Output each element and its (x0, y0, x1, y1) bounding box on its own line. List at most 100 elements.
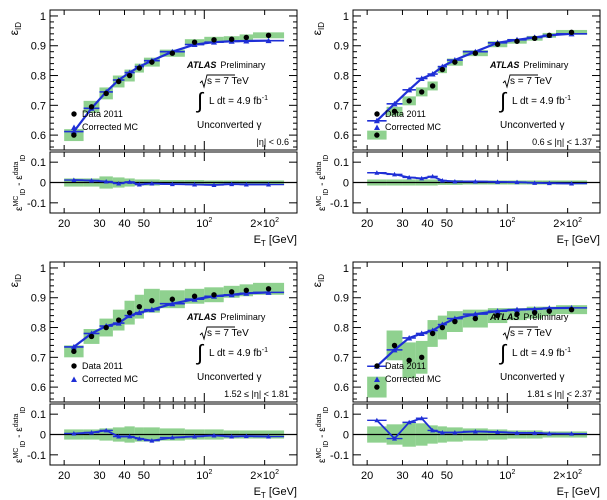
legend-mc-marker (374, 376, 380, 382)
diff-point (149, 181, 155, 186)
diff-point (419, 175, 425, 181)
y-axis-label: εID (310, 22, 326, 36)
mc-point (70, 343, 77, 350)
diff-point (149, 438, 155, 443)
data-point (406, 357, 412, 363)
data-point (531, 35, 538, 41)
sqrt-s-label: s = 7 TeV (510, 76, 552, 87)
y-tick-label: 0.8 (31, 323, 46, 335)
x-tick-label-100: 102 (196, 217, 212, 230)
eta-range-label: 1.52 ≤ |η| < 1.81 (224, 389, 289, 399)
y-tick-label: 0.7 (31, 352, 46, 364)
mc-point (265, 37, 272, 44)
diff-point (192, 182, 198, 187)
diff-point (439, 429, 445, 435)
mc-point (373, 117, 380, 124)
luminosity-label: L dt = 4.9 fb-1 (209, 347, 268, 359)
atlas-label: ATLAS Preliminary (186, 312, 266, 322)
data-point (568, 29, 575, 36)
diff-point (127, 434, 133, 439)
x-tick-label: 50 (441, 470, 453, 482)
sqrt-symbol (502, 326, 538, 341)
diff-point (439, 177, 445, 183)
mc-point (228, 291, 235, 298)
diff-point (136, 182, 142, 187)
y-axis-label: εID (310, 274, 326, 288)
diff-point (546, 430, 552, 436)
data-point (169, 296, 176, 302)
legend-data-label: Data 2011 (385, 109, 426, 119)
chart-panel-4: 0.6 0.7 0.8 0.9 1 εID ATLAS Preliminary s = 7 Te… (310, 261, 601, 500)
mc-point (126, 312, 133, 319)
integral-symbol: ∫ (498, 340, 508, 365)
y-tick-label: 0.9 (31, 293, 46, 305)
data-point (494, 312, 501, 319)
data-point (418, 89, 425, 95)
legend-mc-marker (374, 124, 380, 130)
legend-data-label: Data 2011 (82, 109, 123, 119)
mc-point (418, 75, 425, 82)
x-tick-label: 30 (396, 218, 408, 230)
sqrt-s-label: s = 7 TeV (510, 328, 552, 339)
x-tick-label: 40 (118, 470, 130, 482)
data-point (228, 289, 235, 295)
mc-point (148, 306, 155, 313)
diff-point (89, 429, 95, 435)
data-point (429, 330, 436, 337)
y-tick-label: 0.6 (334, 382, 349, 394)
diff-point (392, 171, 398, 177)
chart-panel-2: 0.6 0.7 0.8 0.9 1 εID ATLAS Preliminary s = 7 Te… (310, 9, 601, 248)
y-tick-label: 0.8 (334, 323, 349, 335)
ratio-y-axis-label: εMCID - εdataID (13, 407, 27, 463)
y-tick-label: 0.6 (334, 130, 349, 142)
mc-point (243, 37, 250, 44)
data-point (531, 309, 538, 316)
y-tick-label: 0.8 (31, 71, 46, 83)
diff-point (532, 430, 538, 435)
y-tick-label: 0.7 (334, 100, 349, 112)
diff-point (495, 179, 501, 184)
integral-symbol: ∫ (195, 88, 205, 113)
mc-point (531, 306, 538, 312)
mc-point (391, 346, 398, 353)
sqrt-s-label: s = 7 TeV (207, 76, 249, 87)
data-point (88, 333, 95, 340)
data-point (406, 98, 412, 104)
data-point (265, 32, 272, 39)
data-point (472, 315, 479, 322)
data-point (374, 132, 380, 138)
diff-point (430, 427, 436, 433)
diff-point (514, 430, 520, 435)
data-point (514, 311, 520, 317)
data-point (494, 41, 501, 47)
sqrt-symbol (502, 74, 538, 89)
x-tick-label: 20 (58, 218, 70, 230)
data-point (115, 78, 122, 85)
diff-point (211, 182, 217, 187)
legend-mc-label: Corrected MC (385, 374, 442, 384)
x-tick-label: 50 (441, 218, 453, 230)
sqrt-s-label: s = 7 TeV (207, 328, 249, 339)
diff-point (116, 434, 122, 439)
ratio-y-tick-label: 0.1 (334, 409, 349, 421)
legend-data-marker (374, 363, 380, 369)
x-tick-label-100: 102 (196, 469, 212, 482)
diff-point (116, 181, 122, 186)
x-tick-label: 20 (58, 470, 70, 482)
eta-range-label: |η| < 0.6 (257, 137, 289, 147)
sqrt-symbol (199, 74, 235, 89)
data-point (149, 59, 155, 65)
integral-symbol: ∫ (498, 88, 508, 113)
diff-point (103, 178, 109, 184)
data-point (88, 104, 95, 110)
luminosity-label: L dt = 4.9 fb-1 (512, 95, 571, 107)
ratio-y-tick-label: 0 (343, 178, 349, 190)
x-tick-label: 40 (118, 218, 130, 230)
diff-point (211, 433, 217, 438)
y-tick-label: 1 (343, 11, 349, 23)
data-point (228, 36, 235, 42)
diff-point (71, 430, 77, 436)
data-point (472, 50, 479, 56)
diff-point (406, 174, 412, 180)
data-point (418, 354, 425, 361)
